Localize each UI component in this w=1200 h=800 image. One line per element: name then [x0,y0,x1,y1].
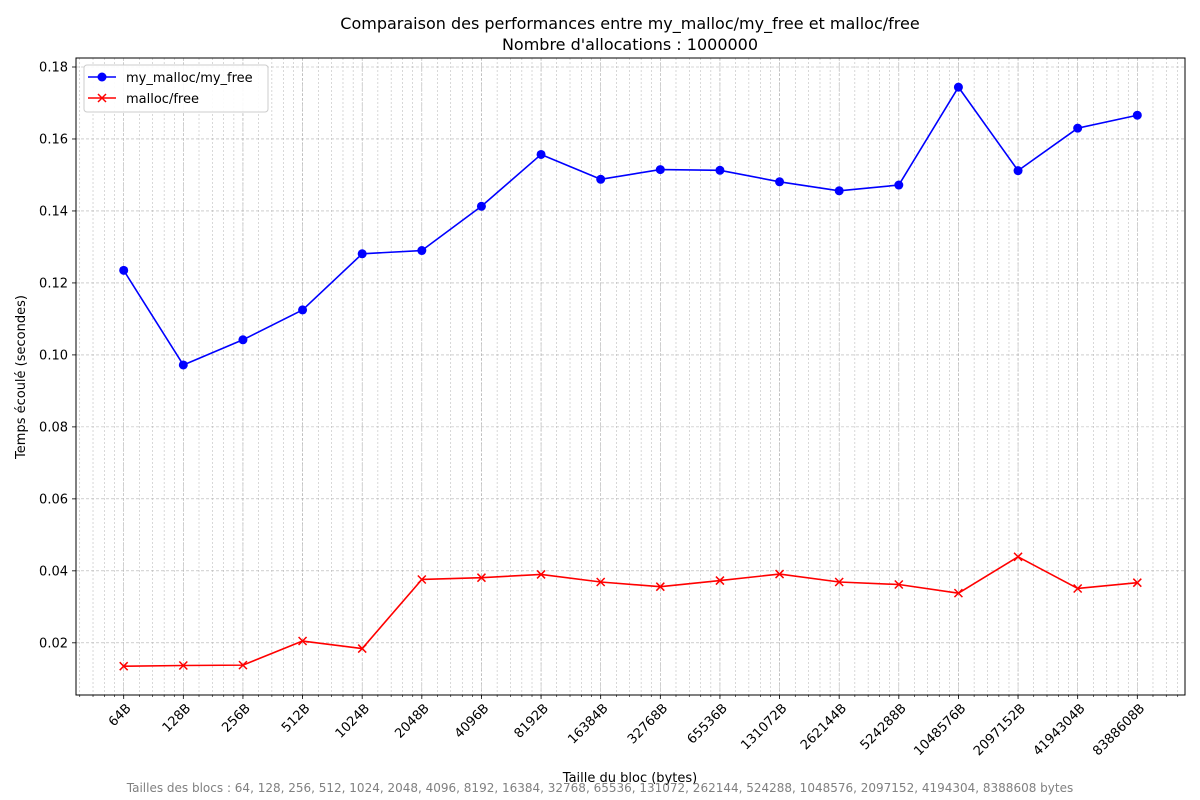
data-point [476,573,486,583]
x-tick-label: 8192B [512,701,552,741]
y-tick-label: 0.10 [39,348,68,363]
data-point [178,360,188,370]
data-point [715,576,725,586]
data-point [298,636,308,646]
data-point [655,582,665,592]
y-tick-label: 0.14 [39,204,68,219]
x-tick-label: 16384B [565,701,611,747]
legend: my_malloc/my_free malloc/free [83,64,269,113]
series-layer [119,82,1142,671]
y-tick-label: 0.12 [39,276,68,291]
data-point [476,201,486,211]
x-tick-label: 131072B [738,701,790,753]
x-tick-label: 256B [219,701,253,735]
data-point [894,180,904,190]
y-tick-label: 0.04 [39,564,68,579]
data-point [238,335,248,345]
y-tick-label: 0.18 [39,60,68,75]
data-point [596,577,606,587]
chart-title: Comparaison des performances entre my_ma… [340,14,919,34]
series-line-0 [123,86,1138,366]
y-tick-label: 0.02 [39,636,68,651]
data-point [1132,578,1142,588]
x-tick-label: 4096B [452,701,492,741]
data-point [536,149,546,159]
x-tick-label: 512B [279,701,313,735]
y-tick-label: 0.08 [39,420,68,435]
x-tick-label: 524288B [858,701,910,753]
data-point [238,660,248,670]
x-tick-label: 65536B [685,701,731,747]
x-tick-label: 2048B [392,701,432,741]
data-point [178,660,188,671]
data-point [953,82,963,92]
legend-label-malloc: malloc/free [126,92,199,107]
x-tick-label: 1024B [333,701,373,741]
legend-label-my-malloc: my_malloc/my_free [126,71,253,86]
data-point [1073,583,1083,594]
legend-marker-malloc [97,93,107,103]
data-point [894,579,904,590]
data-point [1132,110,1142,120]
chart-subtitle: Nombre d'allocations : 1000000 [502,35,758,54]
data-point [1073,123,1083,133]
data-point [119,265,129,275]
data-point [775,569,785,579]
data-point [1013,166,1023,176]
data-point [357,644,367,654]
x-tick-label: 8388608B [1090,701,1148,759]
legend-marker-my-malloc [97,72,107,82]
footnote: Tailles des blocs : 64, 128, 256, 512, 1… [126,781,1073,795]
data-point [536,569,546,579]
legend-box [83,64,269,113]
x-axis-label: Taille du bloc (bytes) [562,771,697,786]
data-point [417,246,427,256]
x-tick-label: 2097152B [971,701,1029,759]
x-tick-label: 4194304B [1031,701,1089,759]
x-tick-label: 1048576B [911,701,969,759]
y-axis-label: Temps écoulé (secondes) [14,295,29,460]
minor-grid [79,58,1178,695]
data-point [834,577,844,587]
x-tick-label: 262144B [798,701,850,753]
data-point [655,165,665,175]
data-point [953,588,963,598]
data-point [834,186,844,196]
data-point [119,661,129,671]
x-tick-label: 128B [160,701,194,735]
data-point [715,165,725,175]
y-tick-label: 0.06 [39,492,68,507]
x-tick-label: 64B [106,701,135,730]
plot-frame [75,57,1186,696]
axis-ticks: 64B 128B 256B 512B 1024B 2048B 4096B 8192B 16384… [39,60,1179,759]
data-point [298,305,308,315]
data-point [357,249,367,259]
x-tick-label: 32768B [625,701,671,747]
y-tick-label: 0.16 [39,132,68,147]
data-point [1013,552,1023,562]
data-point [775,177,785,187]
data-point [596,174,606,184]
major-grid [76,58,1185,695]
series-line-1 [123,555,1138,668]
data-point [417,574,427,585]
